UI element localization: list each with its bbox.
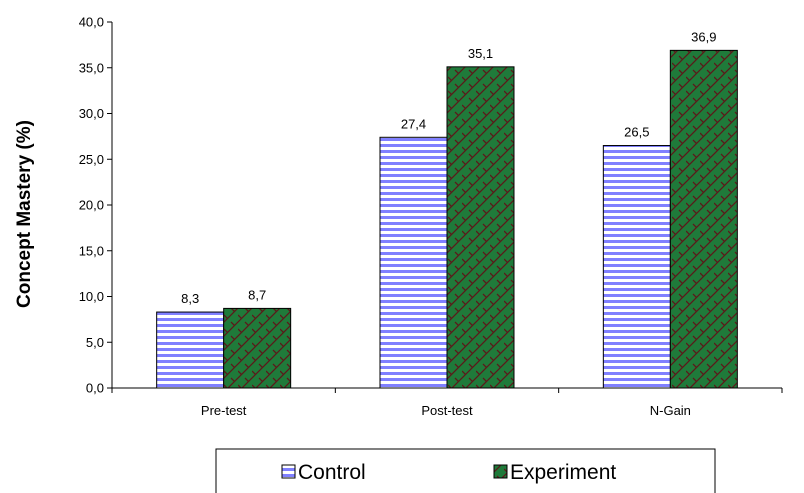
legend-box	[215, 448, 716, 493]
data-label: 35,1	[468, 46, 493, 61]
y-axis-title: Concept Mastery (%)	[14, 120, 35, 308]
y-tick-label: 10,0	[79, 289, 104, 304]
y-tick-label: 30,0	[79, 106, 104, 121]
data-label: 27,4	[401, 116, 426, 131]
y-tick-label: 35,0	[79, 60, 104, 75]
data-label: 8,3	[181, 291, 199, 306]
bar-experiment-pre-test	[223, 307, 292, 389]
data-label: 8,7	[248, 287, 266, 302]
legend-swatch-experiment	[493, 464, 508, 479]
data-label: 36,9	[691, 29, 716, 44]
legend-label-control: Control	[298, 461, 366, 484]
x-tick-label: N-Gain	[650, 403, 691, 418]
y-tick-label: 40,0	[79, 15, 104, 30]
bar-experiment-n-gain	[669, 49, 738, 389]
data-label: 26,5	[624, 125, 649, 140]
legend-swatch-control	[281, 464, 296, 479]
bar-control-post-test	[379, 136, 448, 389]
y-tick-label: 25,0	[79, 152, 104, 167]
x-tick-label: Pre-test	[201, 403, 247, 418]
bar-control-n-gain	[602, 145, 671, 389]
legend: Control Experiment	[215, 448, 716, 493]
y-tick-label: 15,0	[79, 243, 104, 258]
x-tick-label: Post-test	[421, 403, 473, 418]
legend-label-experiment: Experiment	[510, 461, 616, 484]
y-tick-label: 0,0	[86, 381, 104, 396]
bar-control-pre-test	[156, 311, 225, 389]
y-tick-label: 20,0	[79, 198, 104, 213]
y-tick-label: 5,0	[86, 335, 104, 350]
bars	[156, 49, 738, 389]
labels: 8,3 8,7 Pre-test 27,4 35,1 Post-test 26,5 36,9 N…	[181, 29, 716, 418]
bar-experiment-post-test	[446, 66, 515, 389]
